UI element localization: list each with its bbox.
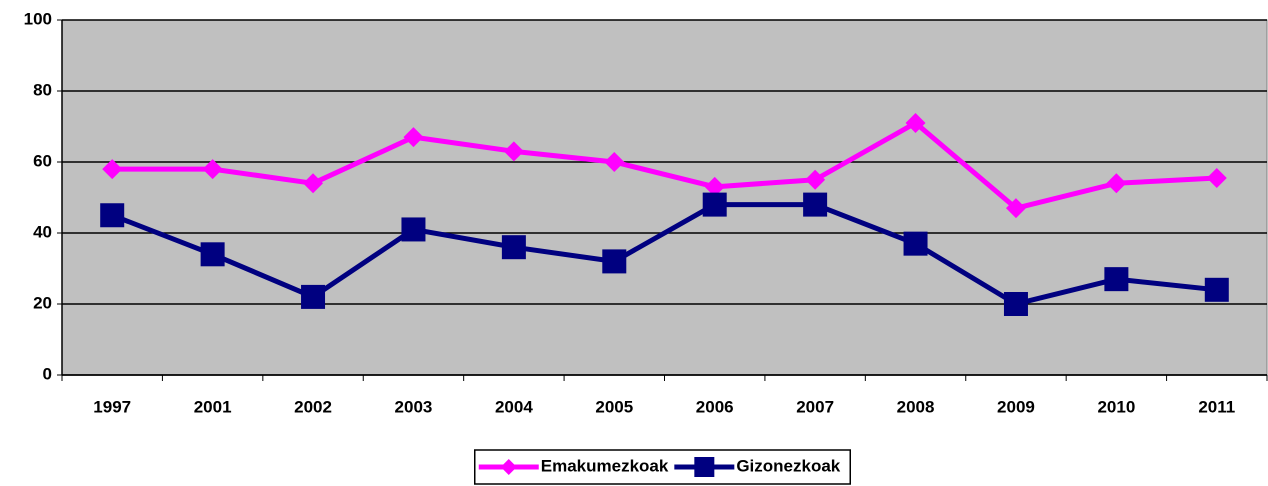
point-marker [503, 141, 524, 162]
point-marker [303, 173, 324, 194]
y-tick-label: 40 [33, 222, 52, 241]
legend-label: Gizonezkoak [736, 456, 840, 475]
point-marker [403, 127, 424, 148]
series-line [112, 120, 1217, 211]
point-marker [102, 159, 123, 180]
plot-area [61, 19, 1268, 376]
point-marker [301, 284, 326, 309]
x-tick-label: 2001 [194, 397, 232, 416]
point-marker [501, 235, 526, 260]
x-tick-label: 1997 [93, 397, 131, 416]
point-marker [1204, 277, 1229, 302]
x-tick-label: 2005 [595, 397, 633, 416]
point-marker [694, 457, 715, 477]
legend-item: Gizonezkoak [674, 456, 841, 477]
legend-item: Emakumezkoak [478, 456, 669, 475]
legend: Emakumezkoak Gizonezkoak [474, 449, 851, 485]
point-marker [100, 203, 125, 228]
point-marker [1206, 167, 1227, 188]
point-marker [1106, 173, 1127, 194]
x-tick-label: 2009 [997, 397, 1035, 416]
series-line [111, 202, 1218, 307]
point-marker [202, 159, 223, 180]
point-marker [200, 242, 225, 267]
point-marker [602, 249, 627, 274]
y-tick-label: 80 [33, 80, 52, 99]
x-tick-label: 2011 [1198, 397, 1235, 416]
point-marker [1005, 198, 1026, 219]
x-tick-label: 2007 [796, 397, 834, 416]
point-marker [500, 459, 517, 475]
y-tick-label: 0 [43, 364, 52, 383]
x-tick-label: 2008 [897, 397, 935, 416]
point-marker [1003, 292, 1028, 316]
x-tick-label: 2003 [395, 397, 433, 416]
x-tick-label: 2006 [696, 397, 734, 416]
point-marker [905, 112, 926, 133]
point-marker [702, 192, 727, 217]
y-tick-label: 60 [33, 151, 52, 170]
point-marker [401, 217, 426, 242]
legend-label: Emakumezkoak [541, 456, 669, 475]
x-tick-label: 2004 [495, 397, 533, 416]
y-tick-label: 100 [24, 9, 52, 28]
x-tick-label: 2002 [294, 397, 332, 416]
y-tick-label: 20 [33, 293, 52, 312]
point-marker [1104, 267, 1129, 292]
x-tick-label: 2010 [1097, 397, 1135, 416]
point-marker [604, 152, 625, 172]
point-marker [903, 231, 928, 256]
point-marker [803, 192, 828, 217]
point-marker [805, 169, 826, 190]
point-marker [704, 176, 725, 197]
